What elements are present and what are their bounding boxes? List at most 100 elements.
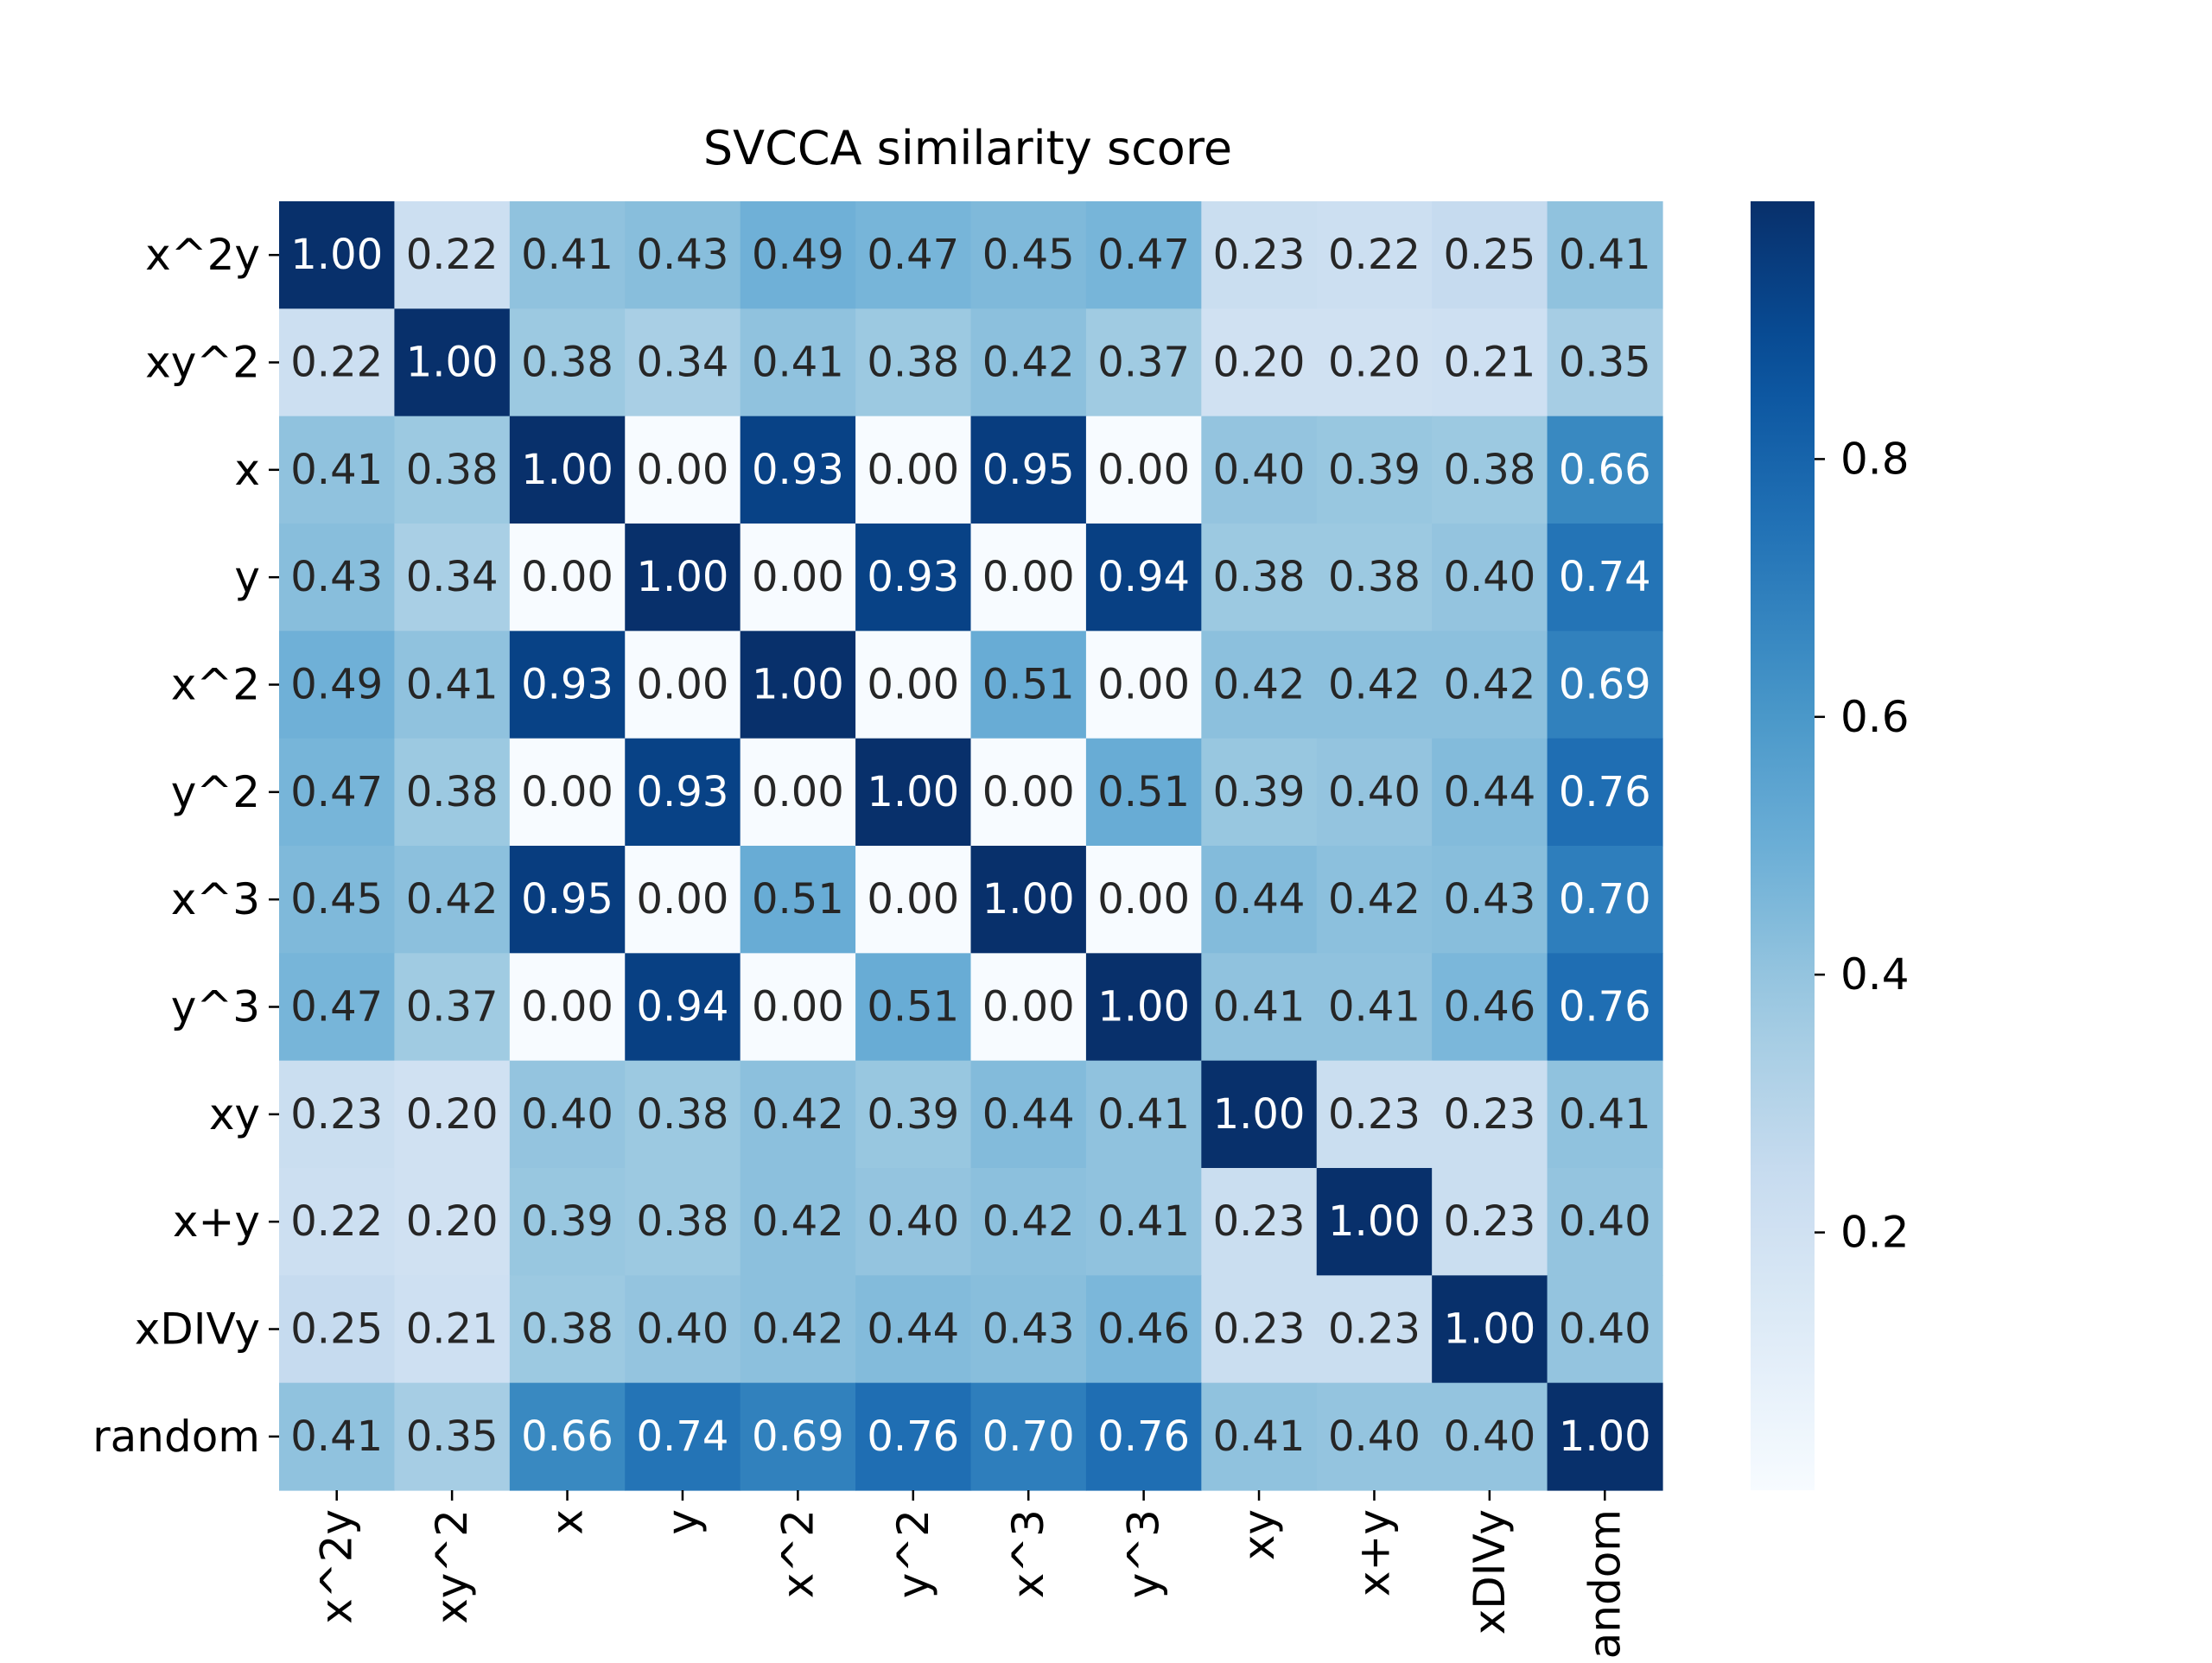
cell-value-label: 0.42 (982, 1197, 1075, 1246)
heatmap-cell (1316, 524, 1433, 632)
heatmap-cell (1432, 1060, 1548, 1169)
cell-value-label: 0.41 (1559, 1090, 1651, 1139)
cell-value-label: 0.41 (1097, 1090, 1190, 1139)
cell-value-label: 0.45 (982, 231, 1075, 279)
cell-value-label: 0.23 (1213, 231, 1306, 279)
cell-value-label: 0.20 (1328, 339, 1421, 387)
cell-value-label: 0.00 (982, 983, 1075, 1031)
cell-value-label: 0.51 (867, 983, 959, 1031)
heatmap-cell (1547, 953, 1663, 1062)
row-label: x (234, 445, 260, 495)
heatmap-cell (855, 308, 972, 417)
cell-value-label: 0.43 (637, 231, 729, 279)
heatmap-cell (625, 953, 741, 1062)
cell-value-label: 1.00 (867, 768, 959, 816)
heatmap-cell (625, 524, 741, 632)
heatmap-cell (740, 1060, 856, 1169)
row-label: y^3 (171, 982, 260, 1032)
cell-value-label: 0.47 (290, 983, 383, 1031)
cell-value-label: 0.37 (406, 983, 499, 1031)
cell-value-label: 0.40 (867, 1197, 959, 1246)
heatmap-cell (625, 846, 741, 954)
cell-value-label: 0.41 (1097, 1197, 1190, 1246)
cell-value-label: 0.38 (1213, 553, 1306, 601)
cell-value-label: 0.00 (752, 553, 844, 601)
heatmap-cell (740, 631, 856, 739)
heatmap-cell (855, 201, 972, 309)
heatmap-cell (1316, 846, 1433, 954)
heatmap-cell (1432, 738, 1548, 847)
heatmap-cell (1201, 631, 1318, 739)
heatmap-cell (1316, 1275, 1433, 1384)
cell-value-label: 0.41 (1213, 983, 1306, 1031)
cell-value-label: 0.21 (1443, 339, 1535, 387)
heatmap-cell (1547, 631, 1663, 739)
colorbar-tick-label: 0.2 (1840, 1208, 1910, 1258)
heatmap-cell (1201, 524, 1318, 632)
heatmap-cell (1085, 631, 1202, 739)
heatmap-cell (279, 631, 396, 739)
cell-value-label: 0.25 (290, 1305, 383, 1354)
row-label: x^3 (171, 874, 260, 924)
cell-value-label: 0.00 (982, 553, 1075, 601)
cell-value-label: 0.40 (1328, 768, 1421, 816)
cell-value-label: 0.69 (1559, 661, 1651, 709)
heatmap-cell (509, 846, 626, 954)
heatmap-cell (740, 416, 856, 524)
heatmap-cell (970, 201, 1087, 309)
heatmap-cell (279, 738, 396, 847)
cell-value-label: 0.42 (982, 339, 1075, 387)
heatmap-cell (1316, 1060, 1433, 1169)
heatmap-cell (855, 953, 972, 1062)
column-label: x^2y (312, 1509, 362, 1624)
cell-value-label: 0.00 (637, 446, 729, 494)
heatmap-cell (970, 308, 1087, 417)
cell-value-label: 1.00 (521, 446, 613, 494)
heatmap-cell (1432, 201, 1548, 309)
heatmap-cell (855, 738, 972, 847)
heatmap-cell (1201, 1382, 1318, 1491)
cell-value-label: 0.93 (752, 446, 844, 494)
column-label: xDIVy (1465, 1509, 1515, 1634)
heatmap-cell (625, 631, 741, 739)
heatmap-cell (1547, 846, 1663, 954)
row-label: y^2 (171, 767, 260, 817)
cell-value-label: 0.66 (521, 1412, 613, 1461)
heatmap-cell (394, 738, 511, 847)
heatmap-cell (625, 201, 741, 309)
heatmap-cell (1085, 416, 1202, 524)
cell-value-label: 0.23 (1443, 1197, 1535, 1246)
cell-value-label: 0.51 (1097, 768, 1190, 816)
heatmap-cell (394, 1060, 511, 1169)
row-label: xy (209, 1089, 260, 1139)
cell-value-label: 1.00 (1559, 1412, 1651, 1461)
heatmap-cell (1201, 308, 1318, 417)
heatmap-cell (1432, 846, 1548, 954)
cell-value-label: 0.34 (406, 553, 499, 601)
row-label: xDIVy (135, 1304, 260, 1355)
heatmap-cell (1201, 738, 1318, 847)
column-label: xy (1234, 1509, 1284, 1560)
heatmap-cells (279, 201, 1663, 1491)
cell-value-label: 0.00 (867, 446, 959, 494)
cell-value-label: 0.25 (1443, 231, 1535, 279)
heatmap-cell (740, 308, 856, 417)
cell-value-label: 1.00 (637, 553, 729, 601)
cell-value-label: 1.00 (1443, 1305, 1535, 1354)
cell-value-label: 0.42 (1213, 661, 1306, 709)
cell-value-label: 0.00 (521, 553, 613, 601)
cell-value-label: 0.47 (867, 231, 959, 279)
cell-value-label: 0.49 (752, 231, 844, 279)
cell-value-label: 0.41 (406, 661, 499, 709)
cell-value-label: 0.66 (1559, 446, 1651, 494)
heatmap-cell (970, 1382, 1087, 1491)
heatmap-cell (855, 524, 972, 632)
heatmap-cell (509, 1060, 626, 1169)
cell-value-label: 0.00 (521, 983, 613, 1031)
cell-value-label: 0.22 (1328, 231, 1421, 279)
cell-value-label: 0.42 (752, 1197, 844, 1246)
heatmap-cell (1085, 1382, 1202, 1491)
cell-value-label: 0.41 (521, 231, 613, 279)
heatmap-cell (1201, 416, 1318, 524)
cell-value-label: 0.00 (637, 661, 729, 709)
